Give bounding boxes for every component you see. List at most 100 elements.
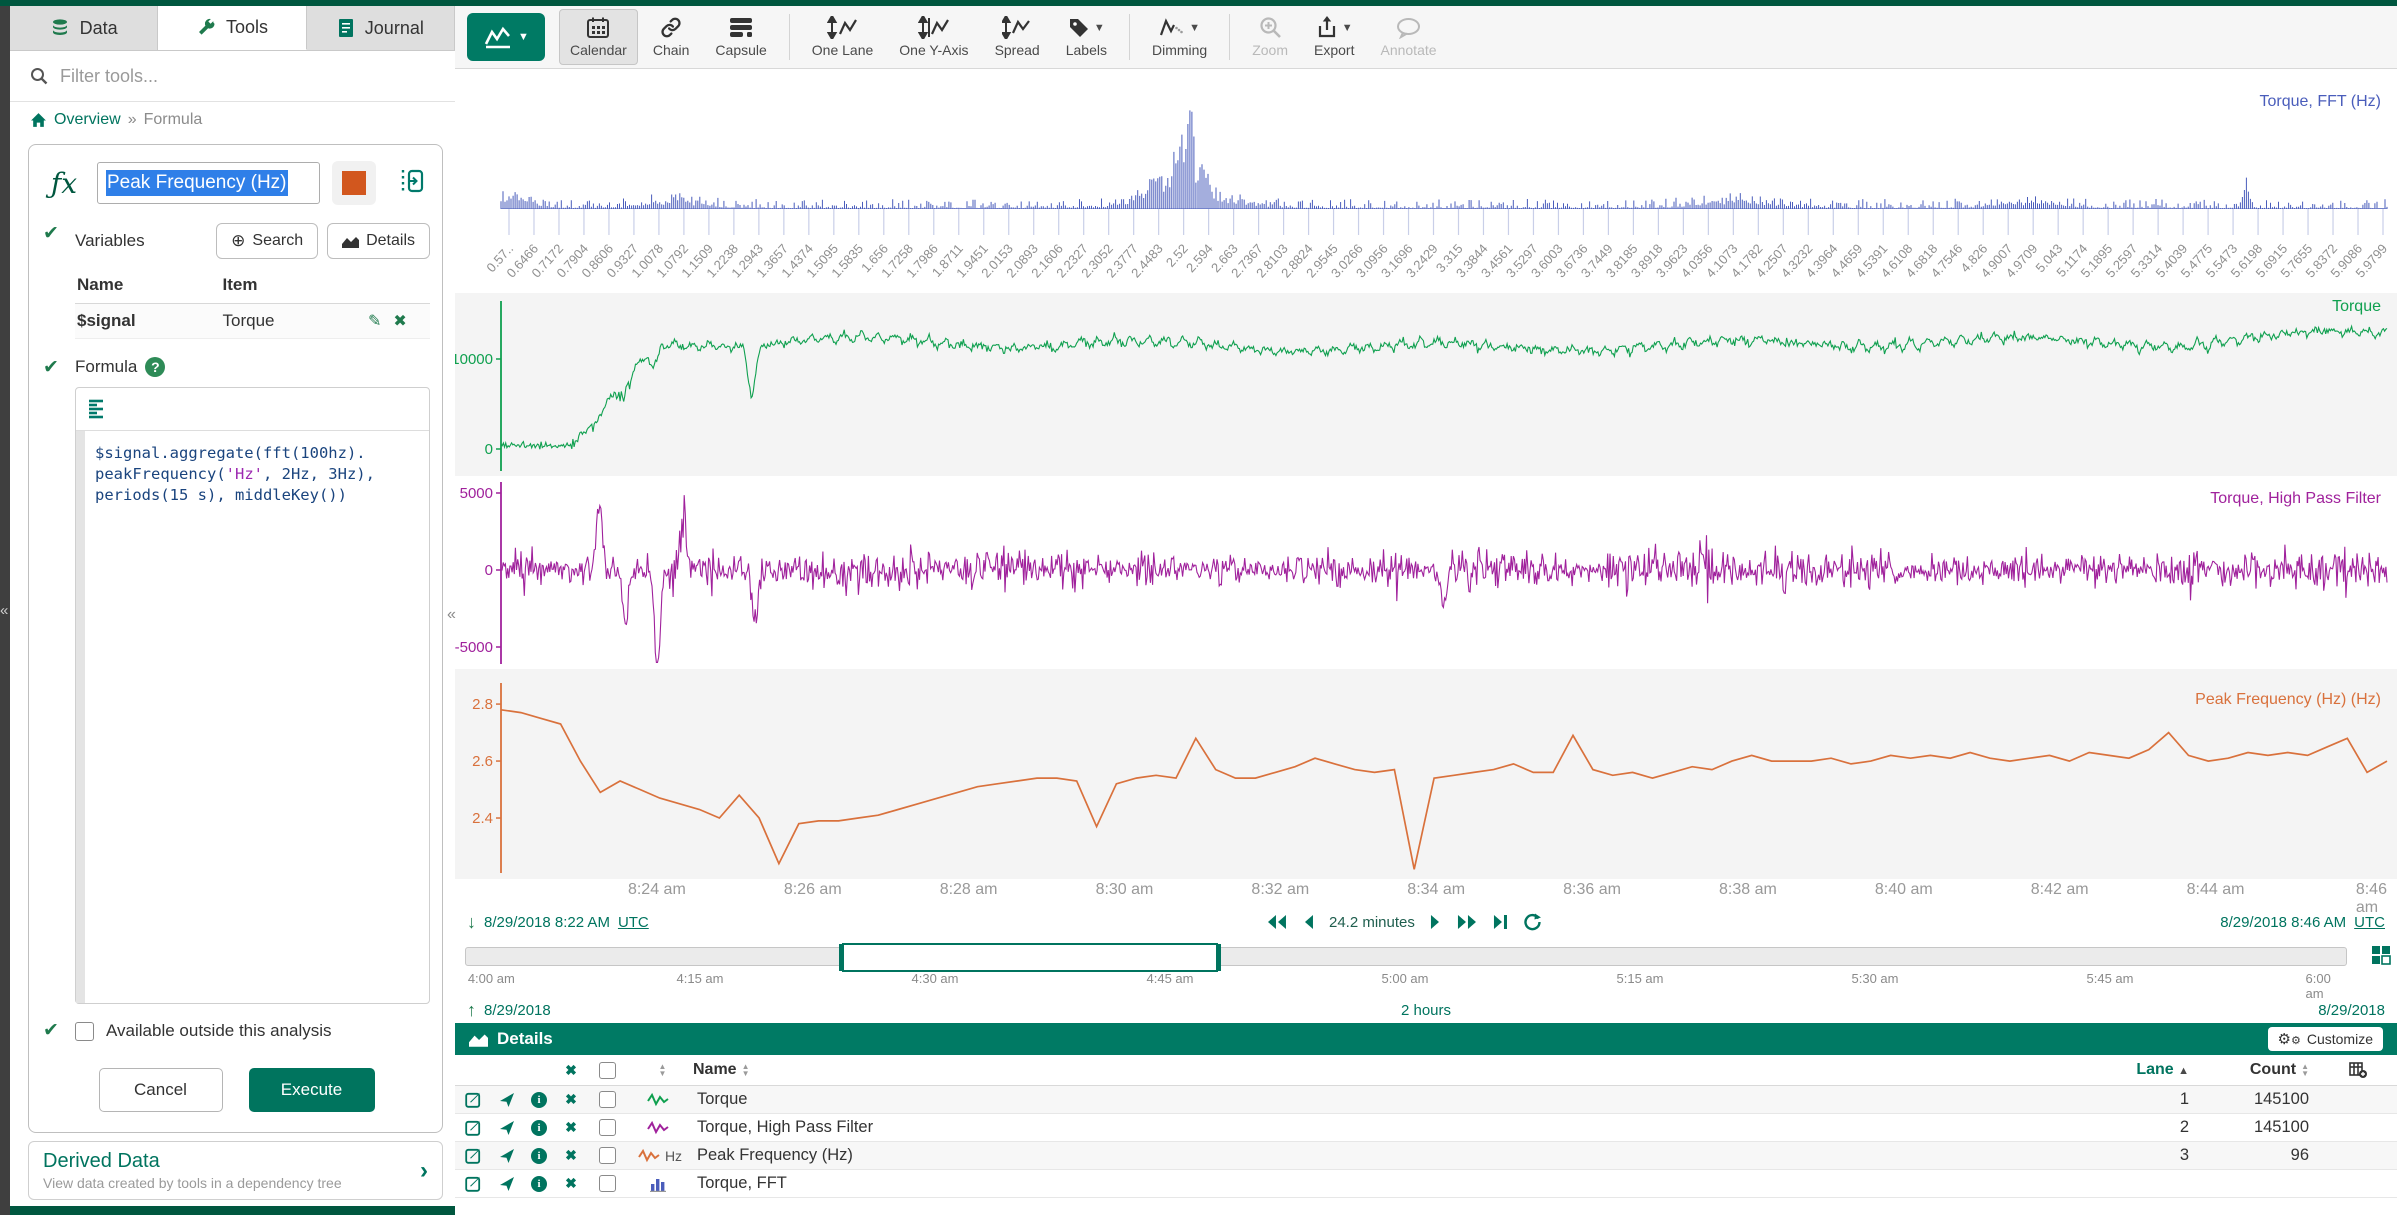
formula-editor[interactable]: $signal.aggregate(fft(100hz). peakFreque…	[75, 387, 430, 1004]
series-icon-cell: Hz	[627, 1148, 693, 1164]
edit-item-icon[interactable]	[455, 1119, 491, 1136]
range-start-arrow-icon[interactable]: ↓	[467, 912, 476, 933]
remove-all-column-header[interactable]: ✖	[555, 1062, 587, 1079]
breadcrumb-overview-link[interactable]: Overview	[54, 111, 121, 129]
details-button[interactable]: Details	[327, 223, 430, 259]
details-table-row[interactable]: i ✖ Torque 1 145100	[455, 1086, 2397, 1114]
export-button[interactable]: ▼ Export	[1303, 9, 1365, 65]
row-checkbox[interactable]	[587, 1175, 627, 1192]
document-lines-icon[interactable]	[86, 398, 108, 420]
tab-tools[interactable]: Tools	[158, 6, 306, 50]
brush-right-handle[interactable]	[1216, 944, 1221, 971]
bar-chart-icon	[649, 1176, 667, 1192]
step-forward-double-icon[interactable]	[1456, 914, 1478, 930]
item-info-icon[interactable]: i	[523, 1176, 555, 1192]
calendar-button[interactable]: Calendar	[559, 9, 638, 65]
item-info-icon[interactable]: i	[523, 1120, 555, 1136]
formula-code[interactable]: $signal.aggregate(fft(100hz). peakFreque…	[85, 431, 385, 1003]
details-table-row[interactable]: i ✖ Torque, FFT	[455, 1170, 2397, 1198]
tab-data[interactable]: Data	[10, 6, 158, 50]
color-swatch	[342, 171, 366, 195]
range-end[interactable]: 8/29/2018 8:46 AM	[2220, 914, 2346, 931]
customize-button[interactable]: ⚙⚙ Customize	[2268, 1027, 2383, 1051]
item-info-icon[interactable]: i	[523, 1092, 555, 1108]
details-table-row[interactable]: i ✖ Torque, High Pass Filter 2 145100	[455, 1114, 2397, 1142]
edit-variable-icon[interactable]: ✎	[368, 311, 381, 331]
row-checkbox[interactable]	[587, 1091, 627, 1108]
remove-item-icon[interactable]: ✖	[555, 1175, 587, 1192]
trend-lane-torque[interactable]: Torque 100000	[455, 293, 2397, 476]
send-item-icon[interactable]	[491, 1092, 523, 1108]
add-column-icon[interactable]	[2319, 1061, 2397, 1079]
scrubber-brush[interactable]	[842, 943, 1218, 972]
item-name[interactable]: Torque, High Pass Filter	[697, 1118, 873, 1137]
one-y-axis-button[interactable]: One Y-Axis	[888, 9, 979, 65]
step-back-icon[interactable]	[1302, 914, 1315, 930]
step-forward-icon[interactable]	[1429, 914, 1442, 930]
unit-label: Hz	[665, 1148, 682, 1164]
search-button[interactable]: ⊕ Search	[216, 223, 318, 259]
item-name[interactable]: Peak Frequency (Hz)	[697, 1146, 853, 1165]
remove-item-icon[interactable]: ✖	[555, 1147, 587, 1164]
help-icon[interactable]: ?	[145, 357, 165, 377]
item-name[interactable]: Torque, FFT	[697, 1174, 787, 1193]
range-start[interactable]: 8/29/2018 8:22 AM	[484, 914, 610, 931]
details-table-row[interactable]: i ✖ Hz Peak Frequency (Hz) 3 96	[455, 1142, 2397, 1170]
count-column-header[interactable]: Count▲▼	[2199, 1061, 2319, 1079]
left-collapse-strip[interactable]: «	[0, 6, 10, 1215]
range-end-timezone[interactable]: UTC	[2354, 914, 2385, 931]
row-checkbox[interactable]	[587, 1147, 627, 1164]
spread-button[interactable]: Spread	[984, 9, 1051, 65]
step-back-double-icon[interactable]	[1266, 914, 1288, 930]
investigate-arrow-icon[interactable]: ↑	[467, 1000, 476, 1021]
brush-left-handle[interactable]	[839, 944, 844, 971]
signal-icon	[647, 1092, 669, 1108]
edit-item-icon[interactable]	[455, 1147, 491, 1164]
scrubber-grid-icon[interactable]	[2371, 945, 2391, 970]
collapse-sidebar-icon[interactable]: «	[447, 606, 456, 624]
one-lane-button[interactable]: One Lane	[801, 9, 885, 65]
capsule-button[interactable]: Capsule	[704, 9, 777, 65]
name-column-header[interactable]: Name	[693, 1061, 737, 1079]
trend-lane-peak-frequency[interactable]: Peak Frequency (Hz) (Hz) 2.82.62.4	[455, 669, 2397, 879]
color-picker-button[interactable]	[332, 161, 376, 205]
row-checkbox[interactable]	[587, 1119, 627, 1136]
derived-data-panel[interactable]: Derived Data View data created by tools …	[28, 1141, 443, 1200]
item-name[interactable]: Torque	[697, 1090, 747, 1109]
lane-column-header[interactable]: Lane ▲	[2103, 1061, 2199, 1079]
cancel-button[interactable]: Cancel	[99, 1068, 223, 1112]
investigate-duration[interactable]: 2 hours	[1401, 1002, 1451, 1019]
formula-name-input[interactable]: Peak Frequency (Hz)	[97, 162, 320, 204]
move-to-panel-icon[interactable]	[400, 167, 426, 200]
dimming-button[interactable]: ▼ Dimming	[1141, 9, 1218, 65]
range-start-timezone[interactable]: UTC	[618, 914, 649, 931]
investigate-date-left[interactable]: 8/29/2018	[484, 1002, 551, 1019]
step-to-end-icon[interactable]	[1492, 914, 1509, 930]
sort-icon[interactable]: ▲▼	[742, 1063, 750, 1077]
labels-button[interactable]: ▼ Labels	[1055, 9, 1118, 65]
edit-item-icon[interactable]	[455, 1091, 491, 1108]
execute-button[interactable]: Execute	[249, 1068, 375, 1112]
refresh-icon[interactable]	[1523, 913, 1542, 931]
view-selector-button[interactable]: ▼	[467, 13, 545, 61]
trend-lane-hpf[interactable]: Torque, High Pass Filter 50000-5000	[455, 476, 2397, 669]
collapse-left-icon[interactable]: «	[0, 602, 8, 619]
chain-button[interactable]: Chain	[642, 9, 701, 65]
filter-tools-search[interactable]: Filter tools...	[10, 51, 455, 102]
item-info-icon[interactable]: i	[523, 1148, 555, 1164]
remove-item-icon[interactable]: ✖	[555, 1091, 587, 1108]
trend-lane-fft[interactable]: Torque, FFT (Hz) 0.57..0.64660.71720.790…	[455, 69, 2397, 293]
send-item-icon[interactable]	[491, 1176, 523, 1192]
scrubber-track[interactable]	[465, 947, 2347, 966]
remove-item-icon[interactable]: ✖	[555, 1119, 587, 1136]
remove-variable-icon[interactable]: ✖	[393, 311, 406, 331]
tab-journal[interactable]: Journal	[307, 6, 455, 50]
investigate-date-right[interactable]: 8/29/2018	[2318, 1002, 2385, 1019]
send-item-icon[interactable]	[491, 1148, 523, 1164]
select-all-checkbox[interactable]	[587, 1062, 627, 1079]
range-duration[interactable]: 24.2 minutes	[1329, 914, 1415, 931]
edit-item-icon[interactable]	[455, 1175, 491, 1192]
sort-icon[interactable]: ▲▼	[627, 1063, 693, 1077]
available-checkbox[interactable]	[75, 1022, 94, 1041]
send-item-icon[interactable]	[491, 1120, 523, 1136]
